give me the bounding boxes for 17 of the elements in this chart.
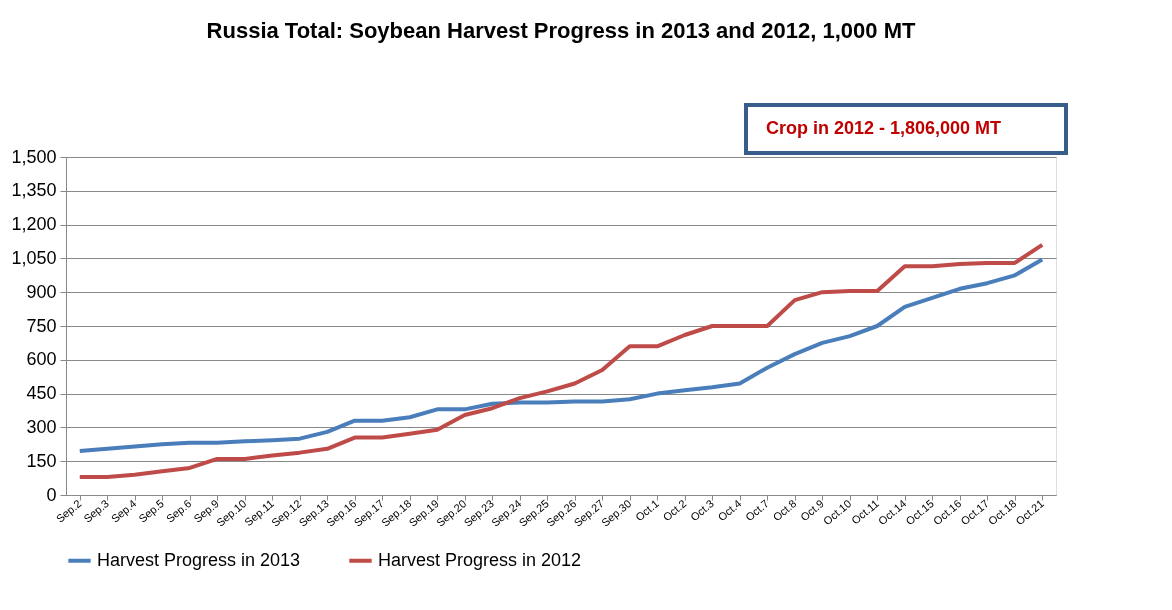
- y-tick-label: 1,200: [11, 214, 57, 235]
- y-tick-label: 600: [26, 349, 57, 370]
- y-tick-label: 1,500: [11, 146, 57, 167]
- y-tick-label: 1,050: [11, 247, 57, 268]
- y-tick-label: 750: [26, 315, 57, 336]
- chart-title: Russia Total: Soybean Harvest Progress in 2013 and 2012, 1,000 MT: [206, 18, 916, 43]
- line-series: [77, 242, 1045, 479]
- line-series: [77, 257, 1045, 454]
- legend-label: Harvest Progress in 2012: [378, 549, 582, 570]
- text: Crop in 2012 - 1,806,000 MT: [766, 118, 1002, 138]
- y-tick-label: 150: [26, 450, 57, 471]
- y-tick-label: 0: [46, 484, 57, 505]
- y-tick-label: 300: [26, 416, 57, 437]
- legend-label: Harvest Progress in 2013: [97, 549, 301, 570]
- y-tick-label: 1,350: [11, 180, 57, 201]
- y-tick-label: 450: [26, 383, 57, 404]
- y-tick-label: 900: [26, 281, 57, 302]
